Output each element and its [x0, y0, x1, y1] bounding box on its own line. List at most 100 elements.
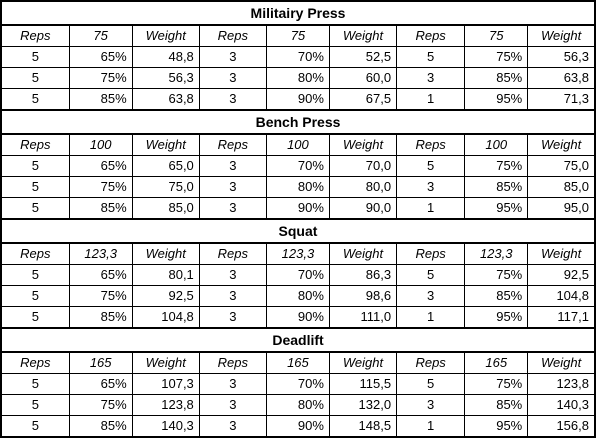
- table-cell[interactable]: 3: [396, 394, 466, 416]
- header-cell[interactable]: Weight: [131, 24, 200, 47]
- header-cell[interactable]: Reps: [198, 242, 267, 265]
- table-cell[interactable]: 85,0: [131, 197, 200, 220]
- table-cell[interactable]: 3: [198, 285, 267, 307]
- table-cell[interactable]: 56,3: [527, 46, 596, 68]
- header-cell[interactable]: 100: [265, 133, 330, 156]
- header-cell[interactable]: Weight: [527, 24, 596, 47]
- table-cell[interactable]: 5: [0, 373, 70, 395]
- header-cell[interactable]: Weight: [131, 242, 200, 265]
- header-cell[interactable]: Reps: [0, 133, 70, 156]
- table-cell[interactable]: 95%: [464, 415, 529, 438]
- table-cell[interactable]: 60,0: [328, 67, 398, 89]
- header-cell[interactable]: Weight: [328, 242, 398, 265]
- section-title[interactable]: Militairy Press: [0, 0, 596, 26]
- header-cell[interactable]: 165: [68, 351, 133, 374]
- table-cell[interactable]: 5: [0, 88, 70, 111]
- table-cell[interactable]: 75%: [464, 264, 529, 286]
- header-cell[interactable]: 100: [464, 133, 529, 156]
- table-cell[interactable]: 140,3: [527, 394, 596, 416]
- header-cell[interactable]: Weight: [527, 242, 596, 265]
- table-cell[interactable]: 3: [198, 197, 267, 220]
- table-cell[interactable]: 115,5: [328, 373, 398, 395]
- table-cell[interactable]: 3: [396, 176, 466, 198]
- table-cell[interactable]: 1: [396, 197, 466, 220]
- section-title[interactable]: Deadlift: [0, 327, 596, 353]
- table-cell[interactable]: 3: [198, 264, 267, 286]
- table-cell[interactable]: 90,0: [328, 197, 398, 220]
- table-cell[interactable]: 90%: [265, 415, 330, 438]
- table-cell[interactable]: 90%: [265, 197, 330, 220]
- table-cell[interactable]: 156,8: [527, 415, 596, 438]
- table-cell[interactable]: 1: [396, 415, 466, 438]
- table-cell[interactable]: 123,8: [527, 373, 596, 395]
- table-cell[interactable]: 70%: [265, 264, 330, 286]
- table-cell[interactable]: 5: [0, 197, 70, 220]
- table-cell[interactable]: 117,1: [527, 306, 596, 329]
- table-cell[interactable]: 3: [198, 373, 267, 395]
- table-cell[interactable]: 5: [396, 373, 466, 395]
- table-cell[interactable]: 71,3: [527, 88, 596, 111]
- table-cell[interactable]: 5: [396, 155, 466, 177]
- table-cell[interactable]: 75%: [68, 394, 133, 416]
- header-cell[interactable]: Reps: [396, 351, 466, 374]
- table-cell[interactable]: 80,0: [328, 176, 398, 198]
- table-cell[interactable]: 85%: [68, 415, 133, 438]
- table-cell[interactable]: 70%: [265, 373, 330, 395]
- table-cell[interactable]: 85%: [464, 285, 529, 307]
- table-cell[interactable]: 80%: [265, 394, 330, 416]
- table-cell[interactable]: 90%: [265, 306, 330, 329]
- table-cell[interactable]: 3: [198, 67, 267, 89]
- section-title[interactable]: Squat: [0, 218, 596, 244]
- table-cell[interactable]: 75%: [68, 285, 133, 307]
- header-cell[interactable]: 100: [68, 133, 133, 156]
- table-cell[interactable]: 75%: [464, 46, 529, 68]
- table-cell[interactable]: 1: [396, 88, 466, 111]
- table-cell[interactable]: 63,8: [527, 67, 596, 89]
- table-cell[interactable]: 3: [396, 67, 466, 89]
- header-cell[interactable]: 123,3: [464, 242, 529, 265]
- table-cell[interactable]: 3: [198, 88, 267, 111]
- header-cell[interactable]: Reps: [396, 133, 466, 156]
- table-cell[interactable]: 90%: [265, 88, 330, 111]
- header-cell[interactable]: Weight: [131, 133, 200, 156]
- table-cell[interactable]: 3: [198, 415, 267, 438]
- table-cell[interactable]: 80,1: [131, 264, 200, 286]
- header-cell[interactable]: Reps: [0, 24, 70, 47]
- table-cell[interactable]: 86,3: [328, 264, 398, 286]
- table-cell[interactable]: 5: [0, 394, 70, 416]
- table-cell[interactable]: 3: [198, 176, 267, 198]
- section-title[interactable]: Bench Press: [0, 109, 596, 135]
- table-cell[interactable]: 48,8: [131, 46, 200, 68]
- table-cell[interactable]: 98,6: [328, 285, 398, 307]
- table-cell[interactable]: 132,0: [328, 394, 398, 416]
- table-cell[interactable]: 65,0: [131, 155, 200, 177]
- table-cell[interactable]: 3: [198, 394, 267, 416]
- table-cell[interactable]: 140,3: [131, 415, 200, 438]
- table-cell[interactable]: 148,5: [328, 415, 398, 438]
- table-cell[interactable]: 85%: [464, 394, 529, 416]
- table-cell[interactable]: 3: [396, 285, 466, 307]
- table-cell[interactable]: 85,0: [527, 176, 596, 198]
- header-cell[interactable]: 75: [464, 24, 529, 47]
- table-cell[interactable]: 104,8: [527, 285, 596, 307]
- header-cell[interactable]: 75: [68, 24, 133, 47]
- table-cell[interactable]: 85%: [68, 88, 133, 111]
- table-cell[interactable]: 5: [0, 306, 70, 329]
- header-cell[interactable]: Weight: [527, 133, 596, 156]
- table-cell[interactable]: 65%: [68, 373, 133, 395]
- table-cell[interactable]: 85%: [464, 67, 529, 89]
- table-cell[interactable]: 3: [198, 46, 267, 68]
- table-cell[interactable]: 75%: [464, 373, 529, 395]
- header-cell[interactable]: 123,3: [265, 242, 330, 265]
- table-cell[interactable]: 5: [0, 155, 70, 177]
- table-cell[interactable]: 123,8: [131, 394, 200, 416]
- table-cell[interactable]: 75%: [68, 67, 133, 89]
- table-cell[interactable]: 65%: [68, 46, 133, 68]
- table-cell[interactable]: 80%: [265, 176, 330, 198]
- table-cell[interactable]: 65%: [68, 155, 133, 177]
- table-cell[interactable]: 5: [396, 264, 466, 286]
- header-cell[interactable]: Reps: [0, 351, 70, 374]
- header-cell[interactable]: Reps: [396, 242, 466, 265]
- header-cell[interactable]: Reps: [396, 24, 466, 47]
- table-cell[interactable]: 92,5: [131, 285, 200, 307]
